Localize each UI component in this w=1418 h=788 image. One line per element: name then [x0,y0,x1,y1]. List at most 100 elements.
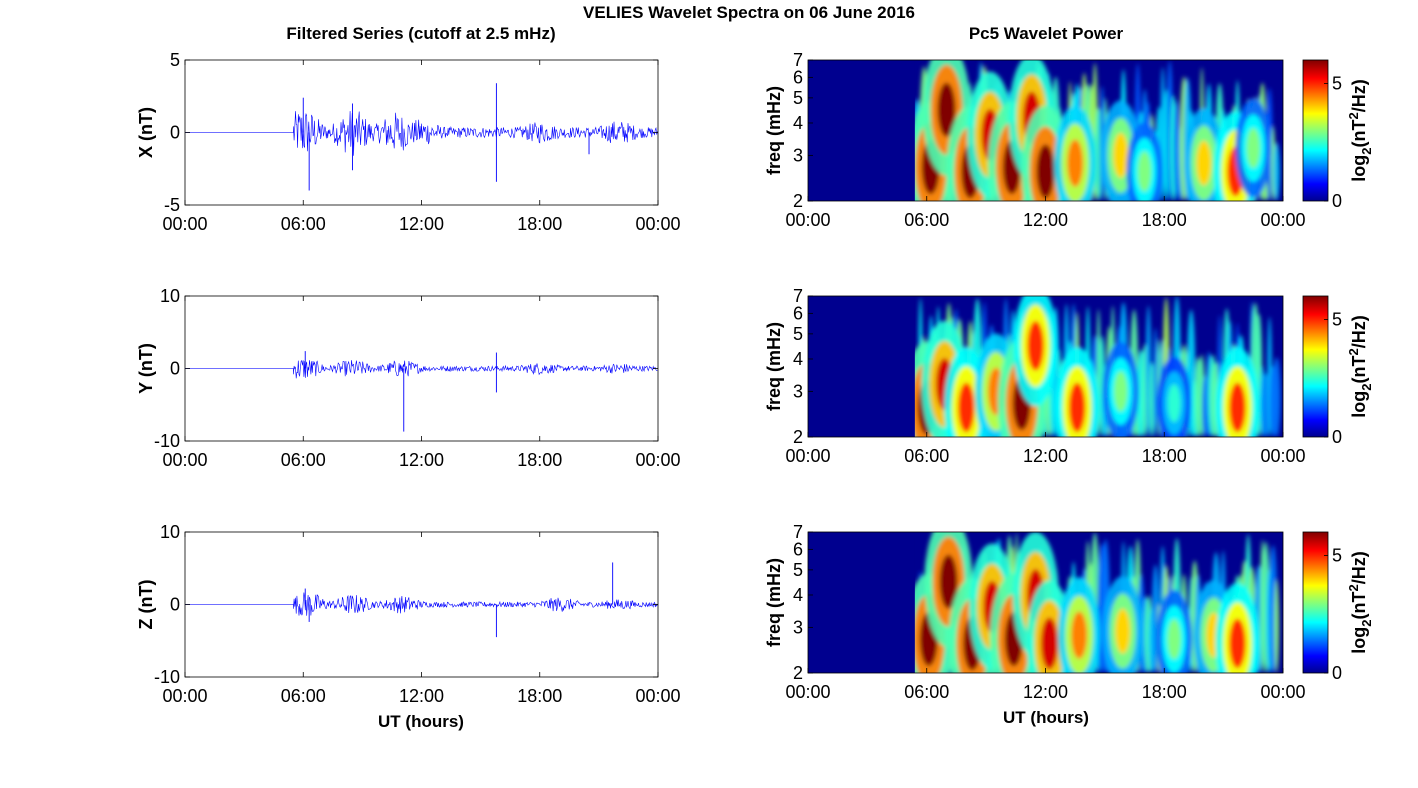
y-tick-label: 5 [793,88,803,108]
x-tick-label: 06:00 [904,210,949,230]
power-blob-core [1113,132,1129,178]
x-tick-label: 06:00 [904,446,949,466]
right-x-axis-label: UT (hours) [1003,708,1089,727]
power-blobs [902,296,1281,437]
x-tick-label: 00:00 [635,450,680,470]
figure-title: VELIES Wavelet Spectra on 06 June 2016 [583,3,915,22]
y-tick-label: 4 [793,585,803,605]
power-blob-core [939,554,958,609]
quiet-region [808,60,915,201]
power-streak [1274,579,1280,673]
power-blob-core [958,382,975,433]
x-tick-label: 06:00 [281,686,326,706]
x-tick-label: 00:00 [162,686,207,706]
y-tick-label: 7 [793,50,803,70]
x-tick-label: 00:00 [785,210,830,230]
y-tick-label: 7 [793,286,803,306]
quiet-region [808,296,915,437]
colorbar-label-part: 2 [1359,147,1374,154]
power-streak [1272,357,1281,437]
y-axis-label: Y (nT) [136,343,156,394]
x-tick-label: 18:00 [1142,210,1187,230]
y-tick-label: 2 [793,191,803,211]
y-tick-label: 2 [793,663,803,683]
power-map [808,532,1283,673]
power-blob-core [1229,618,1246,669]
right-column-title: Pc5 Wavelet Power [969,24,1124,43]
quiet-region [808,532,915,673]
x-tick-label: 18:00 [517,450,562,470]
x-tick-label: 06:00 [281,450,326,470]
colorbar-label-part: log [1349,627,1369,654]
colorbar-label-part: 2 [1359,619,1374,626]
colorbar-tick-label: 0 [1332,663,1342,683]
power-blob-core [1196,140,1212,186]
y-tick-label: -10 [154,431,180,451]
x-tick-label: 18:00 [517,686,562,706]
x-tick-label: 12:00 [1023,682,1068,702]
x-tick-label: 00:00 [635,686,680,706]
y-tick-label: 6 [793,303,803,323]
y-tick-label: 5 [170,50,180,70]
x-tick-label: 06:00 [904,682,949,702]
power-blob-core [1115,608,1131,654]
x-tick-label: 12:00 [399,214,444,234]
y-tick-label: 2 [793,427,803,447]
y-tick-label: 6 [793,67,803,87]
colorbar-tick-label: 0 [1332,427,1342,447]
series-panel-1: 50-500:00 06:00 12:00 18:00 00:00X (nT) [136,50,681,234]
colorbar-label: log2(nT2/Hz) [1346,79,1374,181]
colorbar-tick-label: 5 [1332,74,1342,94]
filtered-trace [293,111,658,156]
y-tick-label: 10 [160,286,180,306]
colorbar-label-part: /Hz) [1349,551,1369,584]
colorbar [1302,295,1329,438]
colorbar-label-part: /Hz) [1349,79,1369,112]
colorbar-label-part: 2 [1346,112,1361,119]
x-tick-label: 00:00 [162,450,207,470]
power-blob-core [1167,384,1181,423]
power-blobs [904,532,1280,673]
y-tick-label: 4 [793,113,803,133]
power-blob-core [1071,611,1088,659]
power-blob-core [937,82,956,137]
colorbar [1302,531,1329,674]
x-tick-label: 12:00 [399,686,444,706]
colorbar-label-part: log [1349,155,1369,182]
y-axis-label: freq (mHz) [764,86,784,175]
colorbar-tick-label: 5 [1332,546,1342,566]
power-blobs [906,60,1280,201]
y-tick-label: 4 [793,349,803,369]
power-streak [1153,327,1158,437]
power-blob-core [1113,371,1128,412]
y-tick-label: 6 [793,539,803,559]
colorbar-tick-label: 5 [1332,310,1342,330]
colorbar-label: log2(nT2/Hz) [1346,315,1374,417]
colorbar-label: log2(nT2/Hz) [1346,551,1374,653]
power-map [808,60,1283,201]
y-axis-label: freq (mHz) [764,558,784,647]
power-blob-core [1229,382,1246,433]
y-tick-label: 3 [793,145,803,165]
colorbar [1302,59,1329,202]
x-tick-label: 18:00 [517,214,562,234]
x-tick-label: 00:00 [635,214,680,234]
y-axis-label: freq (mHz) [764,322,784,411]
y-tick-label: -10 [154,667,180,687]
y-tick-label: 10 [160,522,180,542]
left-column-title: Filtered Series (cutoff at 2.5 mHz) [286,24,555,43]
x-tick-label: 18:00 [1142,682,1187,702]
x-tick-label: 00:00 [162,214,207,234]
colorbar-label-part: 2 [1346,348,1361,355]
colorbar-label-part: 2 [1359,383,1374,390]
x-tick-label: 12:00 [1023,210,1068,230]
power-blob-core [1027,320,1044,371]
colorbar-label-part: /Hz) [1349,315,1369,348]
y-tick-label: 3 [793,617,803,637]
